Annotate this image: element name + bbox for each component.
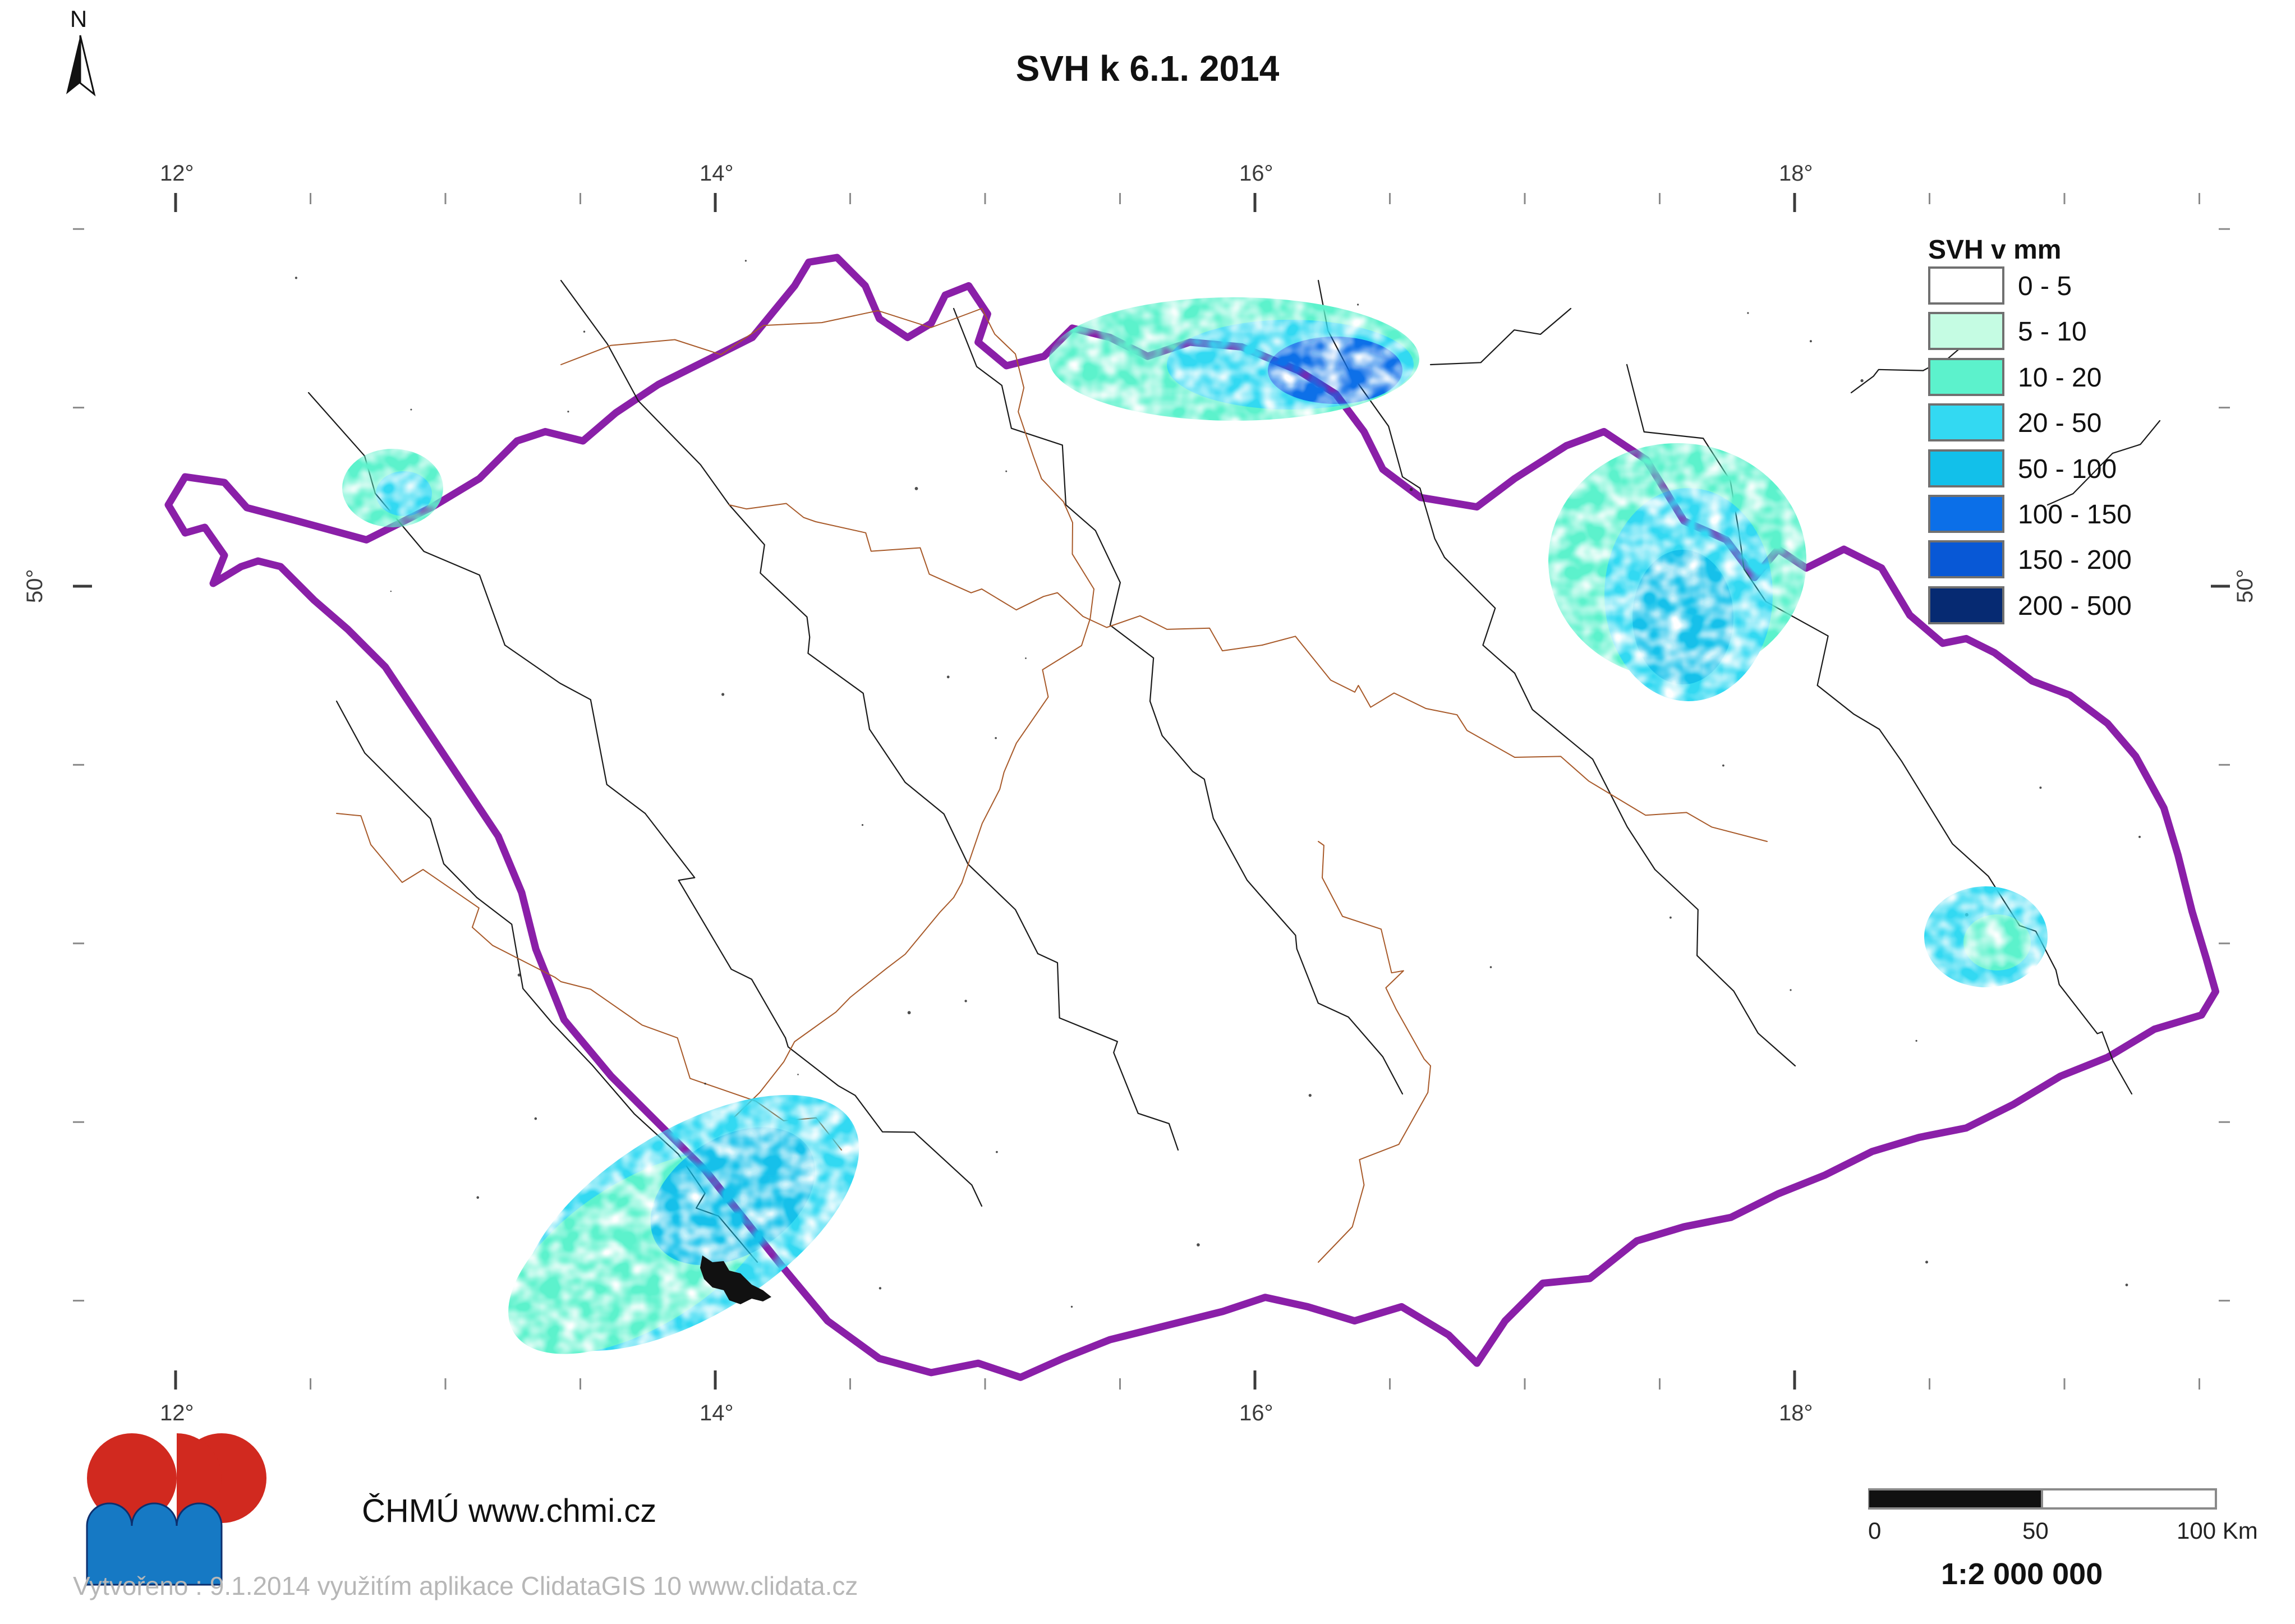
svg-text:12°: 12° bbox=[160, 1401, 194, 1425]
svg-text:12°: 12° bbox=[160, 161, 194, 186]
svg-text:50°: 50° bbox=[22, 569, 47, 604]
svg-text:18°: 18° bbox=[1779, 161, 1813, 186]
svg-text:16°: 16° bbox=[1239, 1401, 1273, 1425]
svg-text:16°: 16° bbox=[1239, 161, 1273, 186]
svg-text:18°: 18° bbox=[1779, 1401, 1813, 1425]
svg-text:14°: 14° bbox=[700, 161, 734, 186]
svg-text:14°: 14° bbox=[700, 1401, 734, 1425]
